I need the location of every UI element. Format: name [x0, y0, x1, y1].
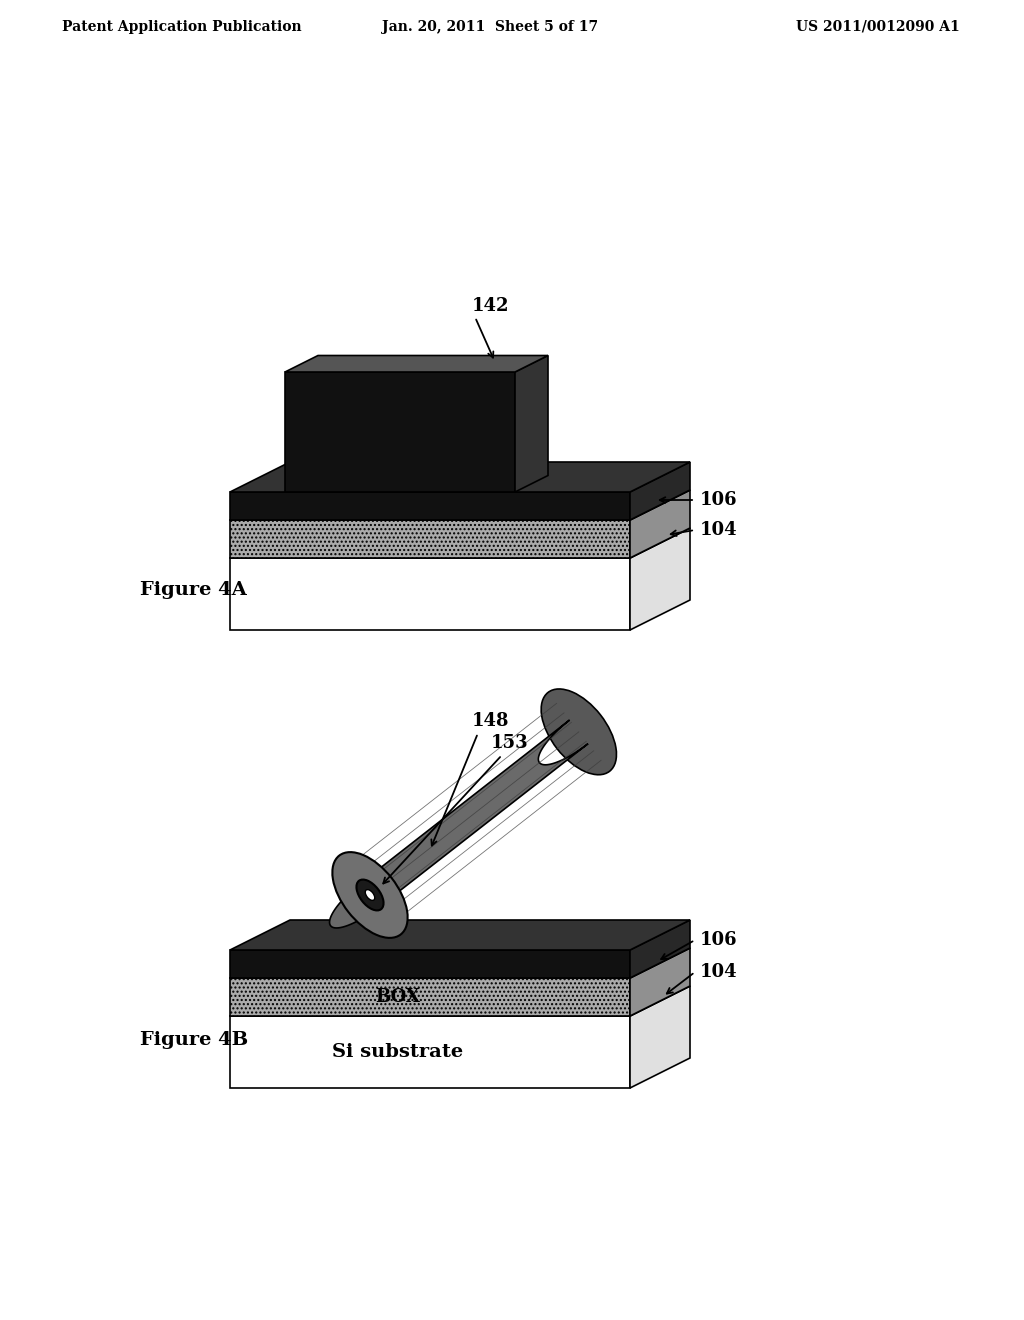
Polygon shape: [630, 920, 690, 978]
Polygon shape: [630, 490, 690, 558]
Text: Figure 4B: Figure 4B: [140, 1031, 248, 1049]
Polygon shape: [630, 986, 690, 1088]
Polygon shape: [230, 948, 690, 978]
Text: 153: 153: [492, 734, 528, 752]
Polygon shape: [383, 399, 395, 492]
Polygon shape: [230, 1016, 630, 1088]
Polygon shape: [285, 372, 515, 492]
Text: 104: 104: [700, 964, 737, 981]
Polygon shape: [630, 462, 690, 520]
Polygon shape: [295, 399, 395, 404]
Text: Figure 4A: Figure 4A: [140, 581, 247, 599]
Polygon shape: [285, 355, 548, 372]
Polygon shape: [230, 978, 630, 1016]
Polygon shape: [515, 355, 548, 492]
Polygon shape: [230, 492, 630, 520]
Polygon shape: [230, 558, 630, 630]
Polygon shape: [230, 950, 630, 978]
Polygon shape: [630, 528, 690, 630]
Text: 142: 142: [471, 297, 509, 315]
Text: 148: 148: [471, 711, 509, 730]
Polygon shape: [230, 490, 690, 520]
Ellipse shape: [541, 689, 616, 775]
Polygon shape: [630, 948, 690, 1016]
Ellipse shape: [356, 879, 384, 911]
Text: 104: 104: [700, 521, 737, 539]
Text: 106: 106: [700, 491, 737, 510]
Polygon shape: [230, 520, 630, 558]
Text: BOX: BOX: [376, 987, 421, 1006]
Ellipse shape: [333, 853, 408, 939]
Polygon shape: [295, 404, 383, 492]
Polygon shape: [230, 986, 690, 1016]
Polygon shape: [230, 528, 690, 558]
Polygon shape: [330, 719, 588, 928]
Polygon shape: [230, 462, 690, 492]
Polygon shape: [230, 920, 690, 950]
Text: 106: 106: [700, 931, 737, 949]
Ellipse shape: [366, 890, 375, 900]
Text: US 2011/0012090 A1: US 2011/0012090 A1: [797, 20, 961, 34]
Text: Si substrate: Si substrate: [333, 1043, 464, 1061]
Text: Jan. 20, 2011  Sheet 5 of 17: Jan. 20, 2011 Sheet 5 of 17: [382, 20, 598, 34]
Text: Patent Application Publication: Patent Application Publication: [62, 20, 302, 34]
